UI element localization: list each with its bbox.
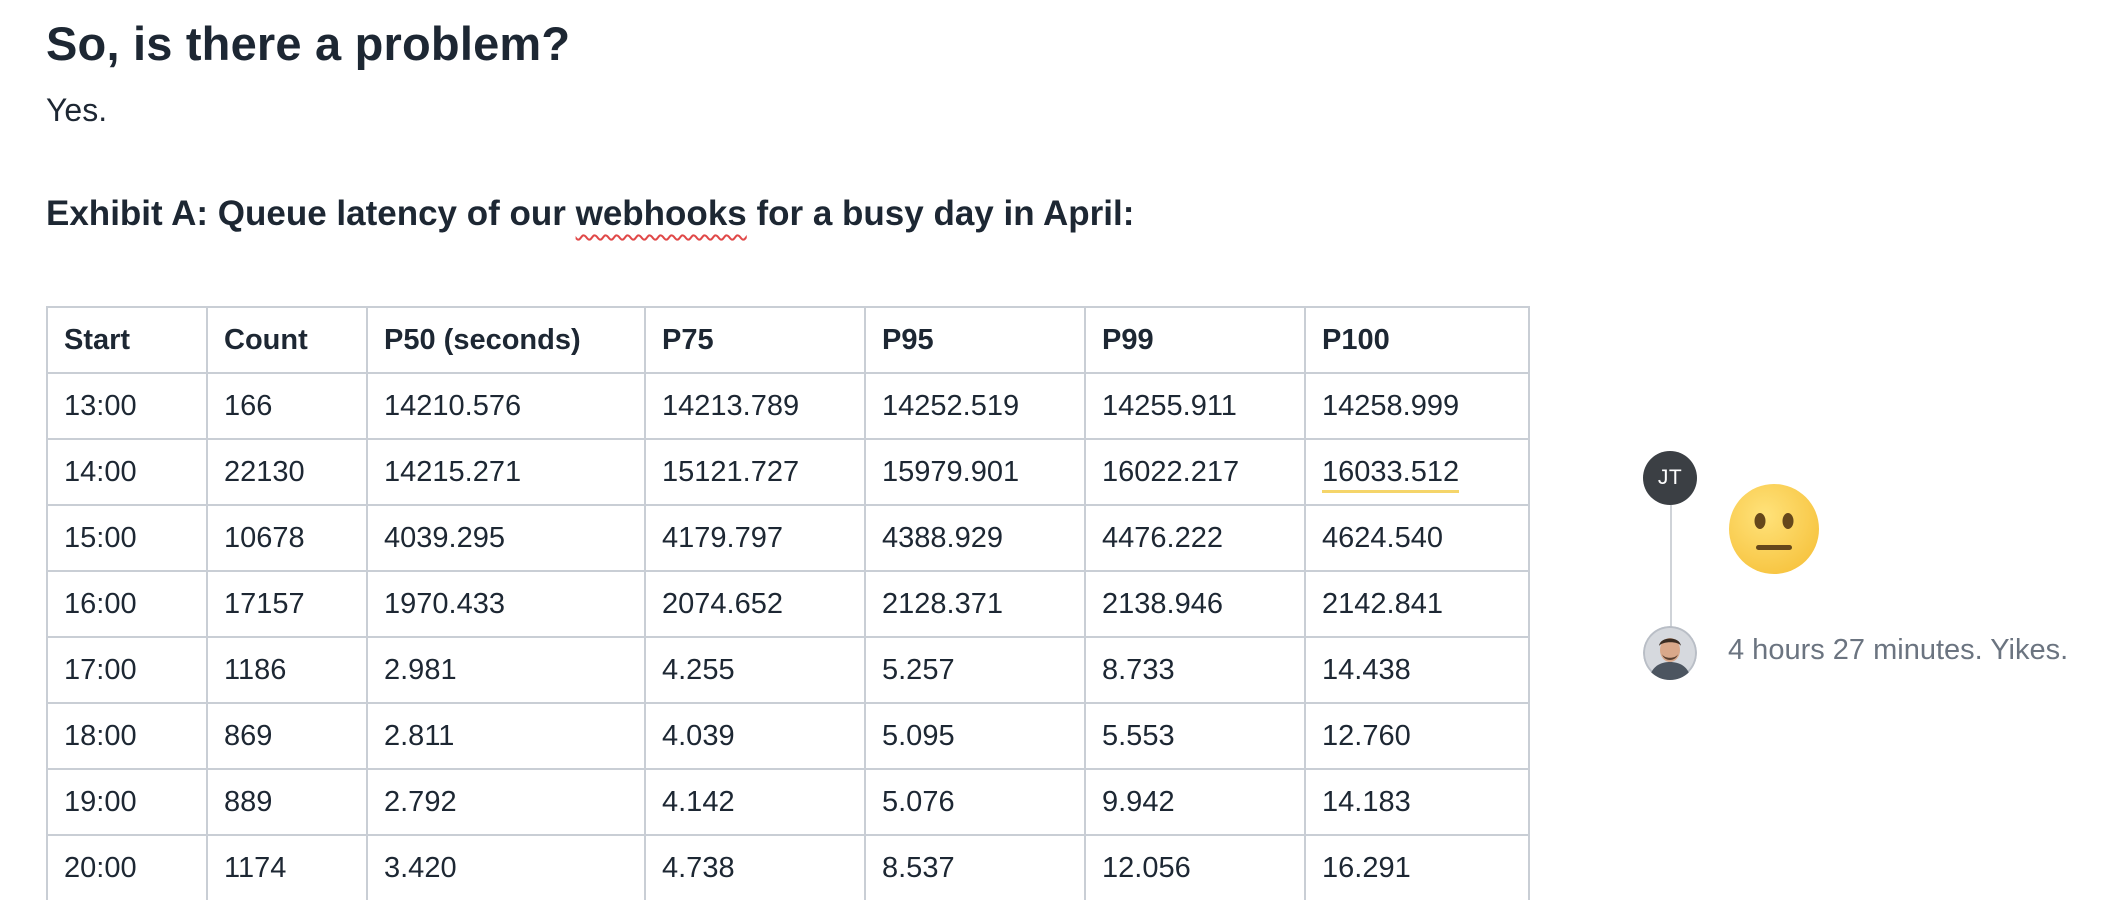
table-row: 18:00 869 2.811 4.039 5.095 5.553 12.760	[46, 702, 1530, 770]
table-cell: 2142.841	[1304, 570, 1530, 638]
table-cell: 4039.295	[366, 504, 646, 572]
table-cell: 2074.652	[644, 570, 866, 638]
table-cell: 17:00	[46, 636, 208, 704]
table-cell: 15979.901	[864, 438, 1086, 506]
table-cell: 15121.727	[644, 438, 866, 506]
exhibit-caption-start: Exhibit A: Queue latency of our	[46, 194, 576, 233]
table-cell: 13:00	[46, 372, 208, 440]
exhibit-caption: Exhibit A: Queue latency of our webhooks…	[46, 194, 1134, 234]
table-cell: 3.420	[366, 834, 646, 900]
table-cell: 16022.217	[1084, 438, 1306, 506]
table-cell: 20:00	[46, 834, 208, 900]
table-cell: 14255.911	[1084, 372, 1306, 440]
commented-text[interactable]: 16033.512	[1322, 455, 1460, 493]
table-cell: 8.733	[1084, 636, 1306, 704]
table-header-row: Start Count P50 (seconds) P75 P95 P99 P1…	[46, 306, 1530, 374]
comment-text: 4 hours 27 minutes. Yikes.	[1728, 634, 2069, 666]
table-row: 15:00 10678 4039.295 4179.797 4388.929 4…	[46, 504, 1530, 572]
spellcheck-flagged-word[interactable]: webhooks	[575, 194, 747, 233]
table-cell: 12.760	[1304, 702, 1530, 770]
neutral-face-emoji-icon	[1728, 483, 1820, 575]
table-cell: 14.438	[1304, 636, 1530, 704]
user-photo-avatar-icon[interactable]	[1643, 626, 1697, 680]
column-header: P50 (seconds)	[366, 306, 646, 374]
section-heading: So, is there a problem?	[46, 17, 571, 70]
table-row: 14:00 22130 14215.271 15121.727 15979.90…	[46, 438, 1530, 506]
table-cell: 2128.371	[864, 570, 1086, 638]
table-cell: 10678	[206, 504, 368, 572]
table-cell: 2.811	[366, 702, 646, 770]
exhibit-caption-end: for a busy day in April:	[746, 194, 1135, 233]
table-cell: 14252.519	[864, 372, 1086, 440]
table-cell: 2.792	[366, 768, 646, 836]
table-cell: 4624.540	[1304, 504, 1530, 572]
latency-table: Start Count P50 (seconds) P75 P95 P99 P1…	[46, 306, 1530, 900]
table-cell: 5.095	[864, 702, 1086, 770]
commented-cell[interactable]: 16033.512	[1304, 438, 1530, 506]
table-cell: 869	[206, 702, 368, 770]
table-cell: 5.257	[864, 636, 1086, 704]
table-cell: 4179.797	[644, 504, 866, 572]
column-header: P99	[1084, 306, 1306, 374]
table-row: 13:00 166 14210.576 14213.789 14252.519 …	[46, 372, 1530, 440]
table-cell: 14258.999	[1304, 372, 1530, 440]
table-cell: 18:00	[46, 702, 208, 770]
table-cell: 19:00	[46, 768, 208, 836]
table-row: 16:00 17157 1970.433 2074.652 2128.371 2…	[46, 570, 1530, 638]
table-cell: 889	[206, 768, 368, 836]
table-cell: 14210.576	[366, 372, 646, 440]
table-cell: 17157	[206, 570, 368, 638]
answer-text: Yes.	[46, 92, 108, 128]
table-cell: 14215.271	[366, 438, 646, 506]
table-cell: 4.738	[644, 834, 866, 900]
table-cell: 5.076	[864, 768, 1086, 836]
table-cell: 4388.929	[864, 504, 1086, 572]
table-row: 17:00 1186 2.981 4.255 5.257 8.733 14.43…	[46, 636, 1530, 704]
table-cell: 2.981	[366, 636, 646, 704]
column-header: Start	[46, 306, 208, 374]
table-cell: 14.183	[1304, 768, 1530, 836]
table-row: 20:00 1174 3.420 4.738 8.537 12.056 16.2…	[46, 834, 1530, 900]
table-cell: 4.142	[644, 768, 866, 836]
column-header: P95	[864, 306, 1086, 374]
table-cell: 2138.946	[1084, 570, 1306, 638]
table-cell: 15:00	[46, 504, 208, 572]
column-header: P100	[1304, 306, 1530, 374]
table-cell: 12.056	[1084, 834, 1306, 900]
table-cell: 4.039	[644, 702, 866, 770]
table-cell: 14:00	[46, 438, 208, 506]
table-cell: 9.942	[1084, 768, 1306, 836]
comment-thread-line	[1670, 505, 1672, 633]
table-cell: 4.255	[644, 636, 866, 704]
table-cell: 8.537	[864, 834, 1086, 900]
column-header: P75	[644, 306, 866, 374]
table-cell: 1970.433	[366, 570, 646, 638]
table-row: 19:00 889 2.792 4.142 5.076 9.942 14.183	[46, 768, 1530, 836]
table-cell: 166	[206, 372, 368, 440]
table-cell: 22130	[206, 438, 368, 506]
table-cell: 14213.789	[644, 372, 866, 440]
avatar[interactable]: JT	[1643, 451, 1697, 505]
table-cell: 5.553	[1084, 702, 1306, 770]
column-header: Count	[206, 306, 368, 374]
table-cell: 4476.222	[1084, 504, 1306, 572]
table-cell: 1174	[206, 834, 368, 900]
table-cell: 1186	[206, 636, 368, 704]
table-cell: 16.291	[1304, 834, 1530, 900]
table-cell: 16:00	[46, 570, 208, 638]
